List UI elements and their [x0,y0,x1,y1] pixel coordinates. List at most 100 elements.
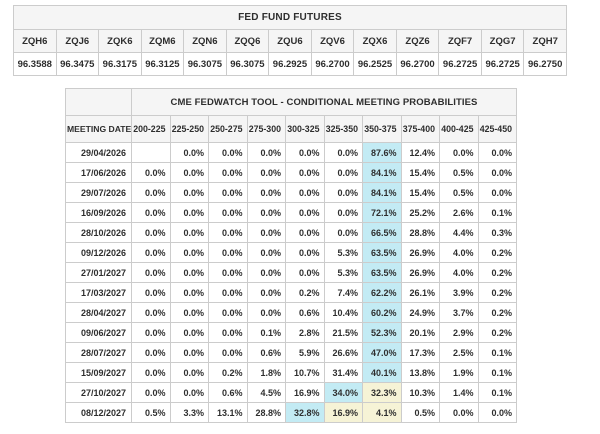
futures-price-cell: 96.2725 [480,52,525,76]
probability-row: 16/09/2026 0.0% 0.0% 0.0% 0.0% 0.0% 0.0% 72.1% 2… [65,202,517,223]
futures-price-cell: 96.2700 [310,52,355,76]
probability-cell: 17.3% [400,342,440,363]
probability-cell: 32.8% [285,402,325,423]
probability-cell: 0.0% [208,262,248,283]
probability-cell: 0.0% [131,382,171,403]
probability-cell: 20.1% [400,322,440,343]
meeting-date-cell: 29/04/2026 [65,142,132,163]
probability-cell: 7.4% [323,282,363,303]
probability-cell: 66.5% [362,222,402,243]
probability-cell: 0.0% [169,282,209,303]
probability-cell: 5.3% [323,262,363,283]
futures-price-cell: 96.3075 [225,52,270,76]
futures-contract-header: ZQZ6 [395,29,440,53]
probability-row: 28/04/2027 0.0% 0.0% 0.0% 0.0% 0.6% 10.4% 60.2%… [65,302,517,323]
probability-cell: 0.2% [477,282,517,303]
probability-cell: 4.1% [362,402,402,423]
probability-cell: 0.0% [246,262,286,283]
probability-cell: 0.0% [208,182,248,203]
meeting-date-cell: 17/06/2026 [65,162,132,183]
futures-price-cell: 96.3588 [13,52,57,76]
probability-cell: 0.0% [208,242,248,263]
meeting-date-cell: 15/09/2027 [65,362,132,383]
probability-cell: 3.9% [439,282,479,303]
futures-contract-header: ZQF7 [438,29,482,53]
probability-cell: 0.0% [323,202,363,223]
probability-cell: 0.0% [285,262,325,283]
futures-price-cell: 96.2725 [438,52,482,76]
probability-cell: 2.8% [285,322,325,343]
probability-row: 28/10/2026 0.0% 0.0% 0.0% 0.0% 0.0% 0.0% 66.5% 2… [65,222,517,243]
probability-cell: 1.4% [439,382,479,403]
probability-cell: 25.2% [400,202,440,223]
probability-cell: 0.1% [477,342,517,363]
fedwatch-probabilities-table: CME FEDWATCH TOOL - CONDITIONAL MEETING … [65,88,517,423]
fedwatch-title-row: CME FEDWATCH TOOL - CONDITIONAL MEETING … [65,88,517,116]
futures-contract-header: ZQM6 [140,29,185,53]
probability-cell: 0.1% [246,322,286,343]
probability-cell: 0.0% [169,322,209,343]
probability-cell: 15.4% [400,162,440,183]
futures-contract-header: ZQX6 [353,29,397,53]
probability-cell: 1.8% [246,362,286,383]
meeting-date-cell: 28/04/2027 [65,302,132,323]
probability-row: 27/10/2027 0.0% 0.0% 0.6% 4.5% 16.9% 34.0% 32.3… [65,382,517,403]
probability-cell: 0.0% [439,142,479,163]
probability-cell: 0.0% [169,202,209,223]
probability-cell: 0.0% [208,142,248,163]
probability-cell: 0.0% [131,322,171,343]
probability-cell: 2.5% [439,342,479,363]
probability-cell: 0.5% [400,402,440,423]
rate-range-header: 400-425 [439,115,479,143]
probability-cell: 52.3% [362,322,402,343]
probability-cell: 0.0% [169,222,209,243]
futures-contract-header: ZQK6 [98,29,142,53]
probability-cell: 2.9% [439,322,479,343]
probability-cell: 0.0% [285,162,325,183]
probability-cell: 0.0% [131,242,171,263]
rate-range-header: 200-225 [131,115,171,143]
probability-cell: 0.2% [285,282,325,303]
probability-cell: 0.0% [131,202,171,223]
rate-range-header: 225-250 [169,115,209,143]
probability-cell: 0.0% [169,142,209,163]
probability-cell: 0.0% [169,162,209,183]
probability-cell: 84.1% [362,162,402,183]
probability-cell: 28.8% [246,402,286,423]
probability-cell: 0.0% [131,342,171,363]
futures-price-cell: 96.3475 [55,52,100,76]
probability-cell: 4.0% [439,242,479,263]
probability-cell: 0.0% [246,242,286,263]
probability-cell: 0.0% [246,282,286,303]
probability-row: 09/06/2027 0.0% 0.0% 0.0% 0.1% 2.8% 21.5% 52.3%… [65,322,517,343]
probability-cell: 0.1% [477,382,517,403]
meeting-date-cell: 09/06/2027 [65,322,132,343]
rate-range-header: 300-325 [285,115,325,143]
probability-cell: 0.0% [208,282,248,303]
probability-row: 28/07/2027 0.0% 0.0% 0.0% 0.6% 5.9% 26.6% 47.0%… [65,342,517,363]
probability-cell: 21.5% [323,322,363,343]
probability-cell: 0.0% [246,142,286,163]
fedwatch-section: CME FEDWATCH TOOL - CONDITIONAL MEETING … [65,88,517,423]
meeting-date-cell: 09/12/2026 [65,242,132,263]
probability-cell: 0.0% [323,142,363,163]
futures-contract-header: ZQN6 [183,29,227,53]
probability-cell: 0.0% [169,362,209,383]
futures-price-cell: 96.2700 [395,52,440,76]
probability-cell: 63.5% [362,262,402,283]
futures-contract-header: ZQH7 [523,29,567,53]
probability-cell: 0.0% [246,222,286,243]
probability-cell: 0.0% [131,362,171,383]
fed-fund-futures-table: FED FUND FUTURES ZQH6 ZQJ6 ZQK6 ZQM6 ZQN6 ZQQ… [13,5,567,76]
meeting-date-cell: 28/10/2026 [65,222,132,243]
meeting-date-cell: 27/01/2027 [65,262,132,283]
probability-cell: 3.7% [439,302,479,323]
probability-row: 09/12/2026 0.0% 0.0% 0.0% 0.0% 0.0% 5.3% 63.5% 2… [65,242,517,263]
probability-cell: 10.3% [400,382,440,403]
probability-cell: 0.0% [246,162,286,183]
probability-cell: 0.2% [477,242,517,263]
rate-range-header: 250-275 [208,115,248,143]
futures-contract-header: ZQJ6 [55,29,100,53]
probability-cell: 0.0% [477,162,517,183]
probability-cell: 72.1% [362,202,402,223]
